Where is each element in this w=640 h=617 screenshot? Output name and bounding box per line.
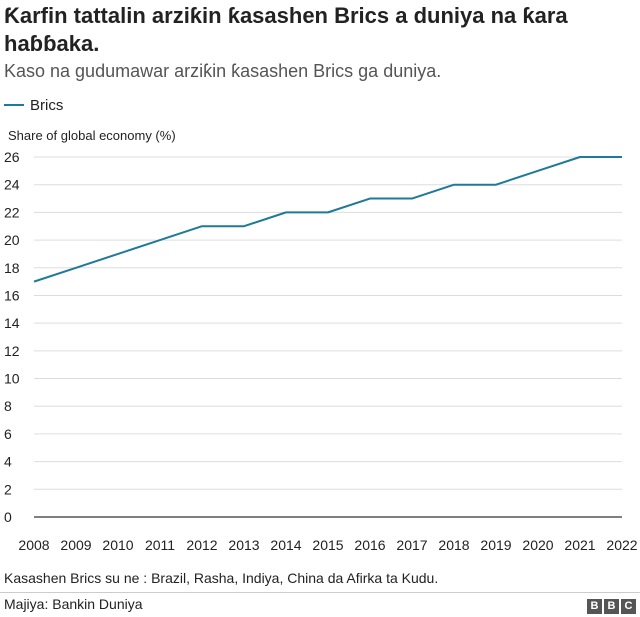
y-axis-label: Share of global economy (%) xyxy=(8,128,176,143)
x-tick-label: 2014 xyxy=(270,537,301,553)
source-credit: Majiya: Bankin Duniya xyxy=(4,596,143,612)
x-tick-label: 2018 xyxy=(438,537,469,553)
y-tick-label: 12 xyxy=(4,343,20,359)
chart-title: Ƙarfin tattalin arziƙin ƙasashen Brics a… xyxy=(4,3,568,56)
x-tick-label: 2017 xyxy=(396,537,427,553)
y-tick-label: 0 xyxy=(4,509,12,525)
y-tick-label: 18 xyxy=(4,260,20,276)
bbc-logo-letter: C xyxy=(621,599,636,614)
y-tick-label: 4 xyxy=(4,454,12,470)
legend-swatch-brics xyxy=(4,104,24,106)
y-tick-label: 22 xyxy=(4,204,20,220)
bbc-logo: B B C xyxy=(587,599,636,614)
bbc-logo-letter: B xyxy=(604,599,619,614)
y-tick-label: 26 xyxy=(4,149,20,165)
x-tick-label: 2021 xyxy=(564,537,595,553)
y-tick-label: 8 xyxy=(4,398,12,414)
footer-divider xyxy=(0,592,640,593)
x-tick-label: 2012 xyxy=(186,537,217,553)
x-tick-label: 2022 xyxy=(606,537,637,553)
y-tick-label: 16 xyxy=(4,287,20,303)
chart-subtitle: Kaso na gudumawar arziƙin ƙasashen Brics… xyxy=(4,61,442,81)
x-tick-label: 2013 xyxy=(228,537,259,553)
x-tick-label: 2009 xyxy=(60,537,91,553)
x-tick-label: 2020 xyxy=(522,537,553,553)
x-tick-label: 2015 xyxy=(312,537,343,553)
x-tick-label: 2008 xyxy=(18,537,49,553)
x-tick-label: 2011 xyxy=(145,537,175,553)
y-tick-label: 6 xyxy=(4,426,12,442)
series-line-brics xyxy=(33,156,622,283)
y-tick-label: 24 xyxy=(4,177,20,193)
bbc-logo-letter: B xyxy=(587,599,602,614)
y-tick-label: 14 xyxy=(4,315,20,331)
x-tick-label: 2010 xyxy=(102,537,133,553)
y-tick-label: 10 xyxy=(4,371,20,387)
x-tick-label: 2019 xyxy=(480,537,511,553)
legend: Brics xyxy=(4,95,63,115)
x-tick-label: 2016 xyxy=(354,537,385,553)
y-tick-label: 2 xyxy=(4,481,12,497)
footnote: Kasashen Brics su ne : Brazil, Rasha, In… xyxy=(4,570,439,586)
y-tick-label: 20 xyxy=(4,232,20,248)
legend-label-brics: Brics xyxy=(30,96,64,114)
